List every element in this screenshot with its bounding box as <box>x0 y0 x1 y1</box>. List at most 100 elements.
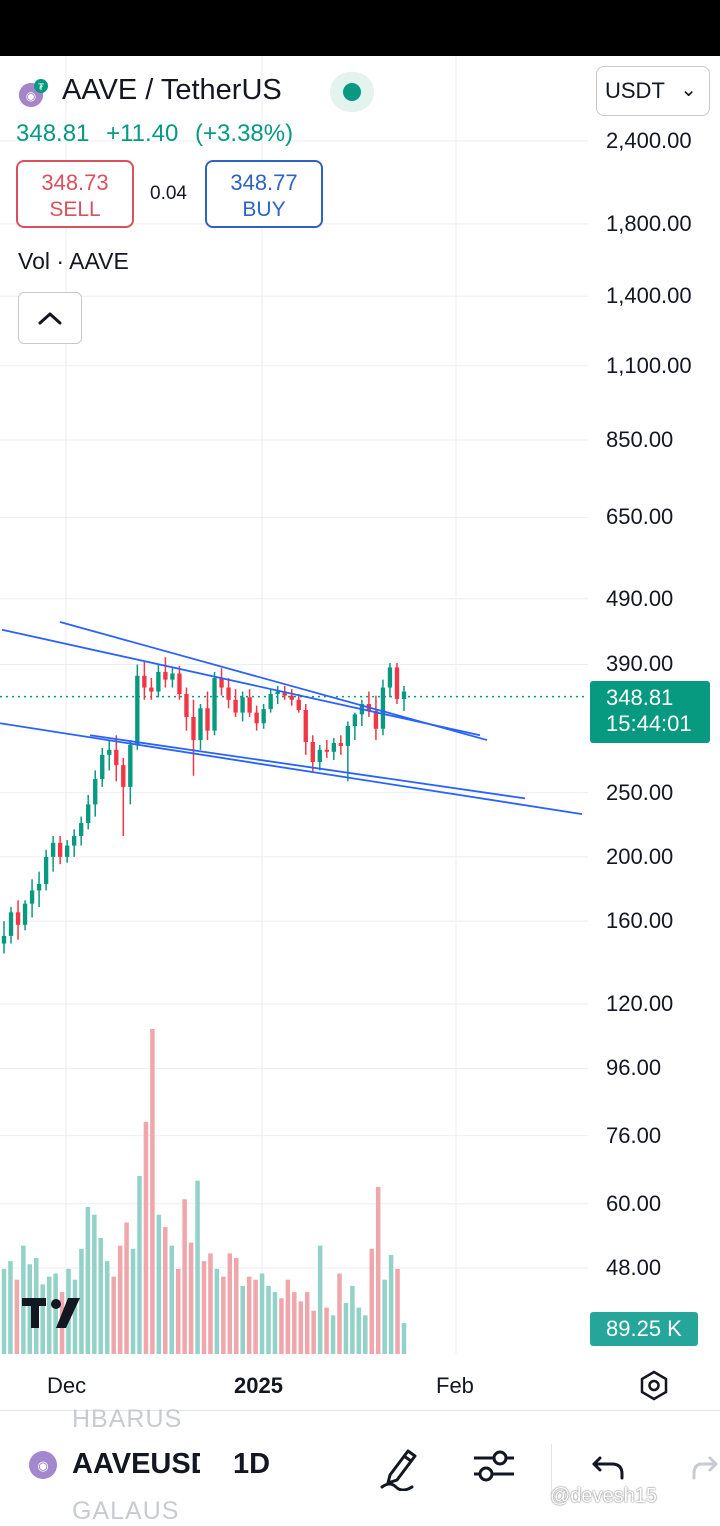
symbol-title[interactable]: AAVE / TetherUS <box>62 74 282 106</box>
candle-body <box>191 716 196 741</box>
candle-body <box>247 697 252 713</box>
candle-body <box>261 709 266 724</box>
chevron-up-icon <box>38 312 62 325</box>
volume-bar <box>143 1121 149 1354</box>
volume-bar <box>227 1253 233 1354</box>
candle-body <box>15 912 21 925</box>
volume-bar <box>337 1273 342 1354</box>
price-change-pct: (+3.38%) <box>195 120 294 147</box>
candle-body <box>310 741 315 762</box>
currency-value: USDT <box>605 78 665 103</box>
volume-bar <box>240 1285 245 1354</box>
volume-bar <box>304 1292 310 1354</box>
candle-body <box>352 714 358 727</box>
price-axis-tick: 60.00 <box>606 1190 662 1216</box>
candle-body <box>100 754 105 780</box>
candle-body <box>128 744 133 787</box>
volume-bar <box>137 1176 142 1354</box>
buy-price: 348.77 <box>230 170 298 195</box>
volume-bar <box>350 1285 355 1354</box>
candle-body <box>50 842 56 857</box>
price-axis-tick: 250.00 <box>606 779 674 805</box>
volume-bar <box>363 1315 368 1354</box>
candle-body <box>149 687 154 692</box>
price-axis-tick: 850.00 <box>606 427 674 453</box>
volume-bar <box>111 1276 116 1354</box>
candle-body <box>114 749 119 766</box>
market-open-dot <box>343 83 361 101</box>
volume-bar <box>124 1222 129 1354</box>
volume-bar <box>188 1242 194 1354</box>
volume-bar <box>369 1248 374 1354</box>
volume-bar <box>311 1310 316 1354</box>
candle-body <box>8 912 14 936</box>
volume-bar <box>279 1298 284 1354</box>
volume-bar <box>150 1029 155 1354</box>
currency-dropdown[interactable]: USDT ⌄ <box>596 66 710 116</box>
price-axis-tick: 1,400.00 <box>606 283 692 309</box>
volume-bar <box>117 1245 123 1354</box>
price-axis-tick: 160.00 <box>606 908 674 934</box>
settings-hexagon-icon[interactable] <box>638 1368 670 1402</box>
buy-label: BUY <box>242 198 286 221</box>
volume-bar <box>104 1261 110 1354</box>
chevron-down-icon: ⌄ <box>680 79 697 101</box>
price-change: +11.40 <box>106 120 179 147</box>
x-label-2025: 2025 <box>234 1373 283 1398</box>
volume-bar <box>253 1279 258 1354</box>
candle-body <box>43 856 49 885</box>
volume-bar <box>46 1276 52 1354</box>
volume-bar <box>298 1301 304 1354</box>
volume-bar <box>285 1279 291 1354</box>
buy-button[interactable]: 348.77 BUY <box>205 160 323 228</box>
status-bar <box>0 0 720 56</box>
previous-ticker[interactable]: HBARUS <box>72 1405 183 1433</box>
tradingview-logo-icon <box>22 1298 80 1328</box>
volume-bar <box>375 1186 381 1354</box>
sliders-icon[interactable] <box>472 1445 516 1487</box>
interval-button[interactable]: 1D <box>233 1448 271 1480</box>
volume-bar <box>356 1307 362 1354</box>
toolbar-divider <box>551 1444 552 1494</box>
volume-bar <box>292 1292 297 1354</box>
spread-value: 0.04 <box>150 183 187 204</box>
candle-body <box>135 675 140 745</box>
svg-text:◉: ◉ <box>26 89 36 103</box>
sell-button[interactable]: 348.73 SELL <box>16 160 134 228</box>
candle-body <box>268 694 273 710</box>
price-tag-value: 348.81 <box>606 685 674 710</box>
volume-indicator-label[interactable]: Vol · AAVE <box>18 248 129 274</box>
x-label-dec: Dec <box>47 1373 87 1398</box>
volume-bar <box>201 1261 207 1354</box>
volume-bar <box>401 1323 407 1354</box>
next-ticker[interactable]: GALAUS <box>72 1497 180 1525</box>
volume-bar <box>246 1276 252 1354</box>
trendlines <box>0 621 583 815</box>
candle-body <box>107 749 112 755</box>
x-label-feb: Feb <box>436 1373 474 1398</box>
redo-icon[interactable] <box>690 1450 720 1484</box>
pencil-icon[interactable] <box>378 1443 422 1491</box>
candle-body <box>64 845 70 857</box>
current-ticker[interactable]: AAVEUSDT <box>72 1448 200 1480</box>
last-price-tag: 348.81 15:44:01 <box>590 681 710 743</box>
candle-body <box>303 709 308 742</box>
candle-body <box>170 673 175 680</box>
sell-price: 348.73 <box>41 170 109 195</box>
volume-bar <box>130 1248 136 1354</box>
trendline-upper-channel-2 <box>59 621 488 741</box>
volume-bar <box>272 1292 278 1354</box>
undo-icon[interactable] <box>590 1450 626 1484</box>
candle-body <box>254 712 259 724</box>
volume-bar <box>53 1273 58 1354</box>
volume-bar <box>14 1279 20 1354</box>
candle-body <box>184 694 189 717</box>
last-price: 348.81 <box>16 120 90 147</box>
svg-text:◉: ◉ <box>37 1459 48 1474</box>
price-axis-tick: 390.00 <box>606 651 674 677</box>
candle-body <box>345 726 351 746</box>
volume-bar <box>266 1285 271 1354</box>
collapse-legend-button[interactable] <box>18 292 82 344</box>
volume-bar <box>40 1284 45 1354</box>
price-axis-tick: 76.00 <box>606 1122 662 1148</box>
